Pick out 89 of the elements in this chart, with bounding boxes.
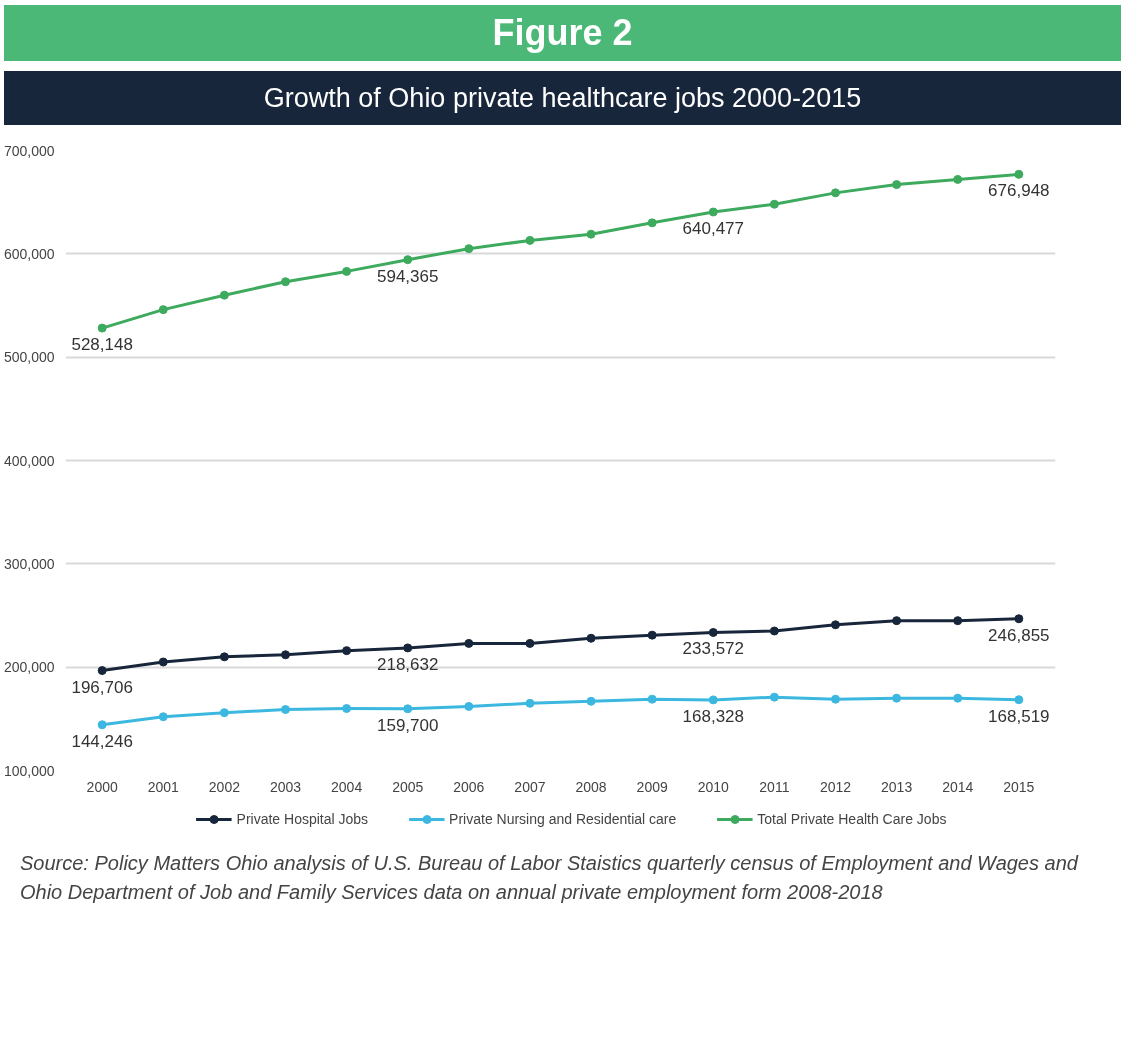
point: [586, 229, 596, 239]
point: [1014, 169, 1024, 179]
point: [831, 188, 840, 198]
legend-label: Private Hospital Jobs: [236, 811, 369, 827]
x-tick-label: 2011: [759, 778, 790, 795]
point: [647, 694, 657, 704]
data-label: 233,572: [682, 639, 745, 659]
y-tick-label: 600,000: [3, 245, 55, 262]
x-tick-label: 2012: [819, 778, 852, 795]
data-label: 594,365: [377, 266, 439, 286]
y-tick-label: 400,000: [3, 452, 55, 469]
point: [1014, 695, 1024, 705]
x-tick-label: 2004: [331, 778, 363, 795]
point: [403, 643, 413, 653]
point: [892, 180, 902, 190]
point: [219, 290, 229, 300]
legend-label: Total Private Health Care Jobs: [757, 811, 947, 827]
data-label: 196,706: [71, 677, 133, 697]
point: [525, 698, 535, 708]
point: [158, 657, 168, 667]
y-tick-label: 700,000: [3, 142, 55, 159]
point: [403, 255, 413, 265]
point: [281, 705, 290, 715]
point: [158, 305, 168, 315]
point: [281, 650, 290, 660]
point: [953, 174, 963, 184]
point: [342, 266, 352, 276]
x-tick-label: 2009: [636, 778, 668, 795]
x-tick-label: 2003: [269, 778, 302, 795]
data-label: 168,519: [988, 706, 1050, 726]
x-tick-label: 2001: [147, 778, 180, 795]
point: [1014, 614, 1024, 624]
data-label: 144,246: [71, 731, 133, 751]
point: [97, 323, 107, 333]
point: [953, 616, 963, 626]
point: [525, 638, 535, 648]
point: [708, 207, 718, 217]
data-label: 528,148: [71, 335, 133, 355]
data-label: 168,328: [682, 706, 745, 726]
y-tick-label: 500,000: [3, 349, 55, 366]
point: [403, 704, 413, 714]
x-tick-label: 2010: [697, 778, 730, 795]
point: [953, 693, 963, 703]
point: [464, 638, 474, 648]
point: [586, 696, 596, 706]
point: [831, 694, 840, 704]
data-label: 159,700: [377, 715, 439, 735]
point: [219, 652, 229, 662]
point: [708, 627, 718, 637]
point: [586, 633, 596, 643]
x-tick-label: 2006: [453, 778, 485, 795]
y-tick-label: 200,000: [3, 659, 55, 676]
data-label: 246,855: [988, 625, 1050, 645]
point: [464, 701, 474, 711]
x-tick-label: 2000: [86, 778, 118, 795]
chart-title: Figure 2: [492, 11, 633, 55]
point: [647, 218, 657, 228]
point: [892, 616, 902, 626]
point: [769, 199, 779, 209]
chart-subtitle: Growth of Ohio private healthcare jobs 2000-2015: [263, 82, 862, 115]
y-tick-label: 100,000: [3, 762, 55, 779]
point: [769, 692, 779, 702]
x-tick-label: 2007: [514, 778, 546, 795]
x-tick-label: 2015: [1003, 778, 1035, 795]
point: [892, 693, 902, 703]
point: [97, 720, 107, 730]
x-tick-label: 2002: [208, 778, 241, 795]
point: [464, 244, 474, 254]
data-label: 676,948: [988, 181, 1050, 201]
point: [708, 695, 718, 705]
y-tick-label: 300,000: [3, 555, 55, 572]
point: [525, 235, 535, 245]
x-tick-label: 2005: [392, 778, 424, 795]
source-note: Source: Policy Matters Ohio analysis of U.S. Bureau of Labor Staistics quarterly census of Employment and Wages and Ohio Department of Job and Family Services data on annual private employment form 2008-2018: [20, 851, 1080, 905]
point: [647, 630, 657, 640]
point: [219, 708, 229, 718]
point: [281, 277, 290, 287]
x-tick-label: 2008: [575, 778, 607, 795]
legend-label: Private Nursing and Residential care: [449, 811, 677, 827]
data-label: 640,477: [682, 219, 745, 239]
point: [342, 704, 352, 713]
point: [769, 626, 779, 636]
x-tick-label: 2014: [942, 778, 974, 795]
point: [342, 646, 352, 656]
point: [158, 712, 168, 722]
point: [831, 620, 840, 630]
point: [97, 666, 107, 676]
data-label: 218,632: [377, 654, 439, 674]
x-tick-label: 2013: [881, 778, 913, 795]
